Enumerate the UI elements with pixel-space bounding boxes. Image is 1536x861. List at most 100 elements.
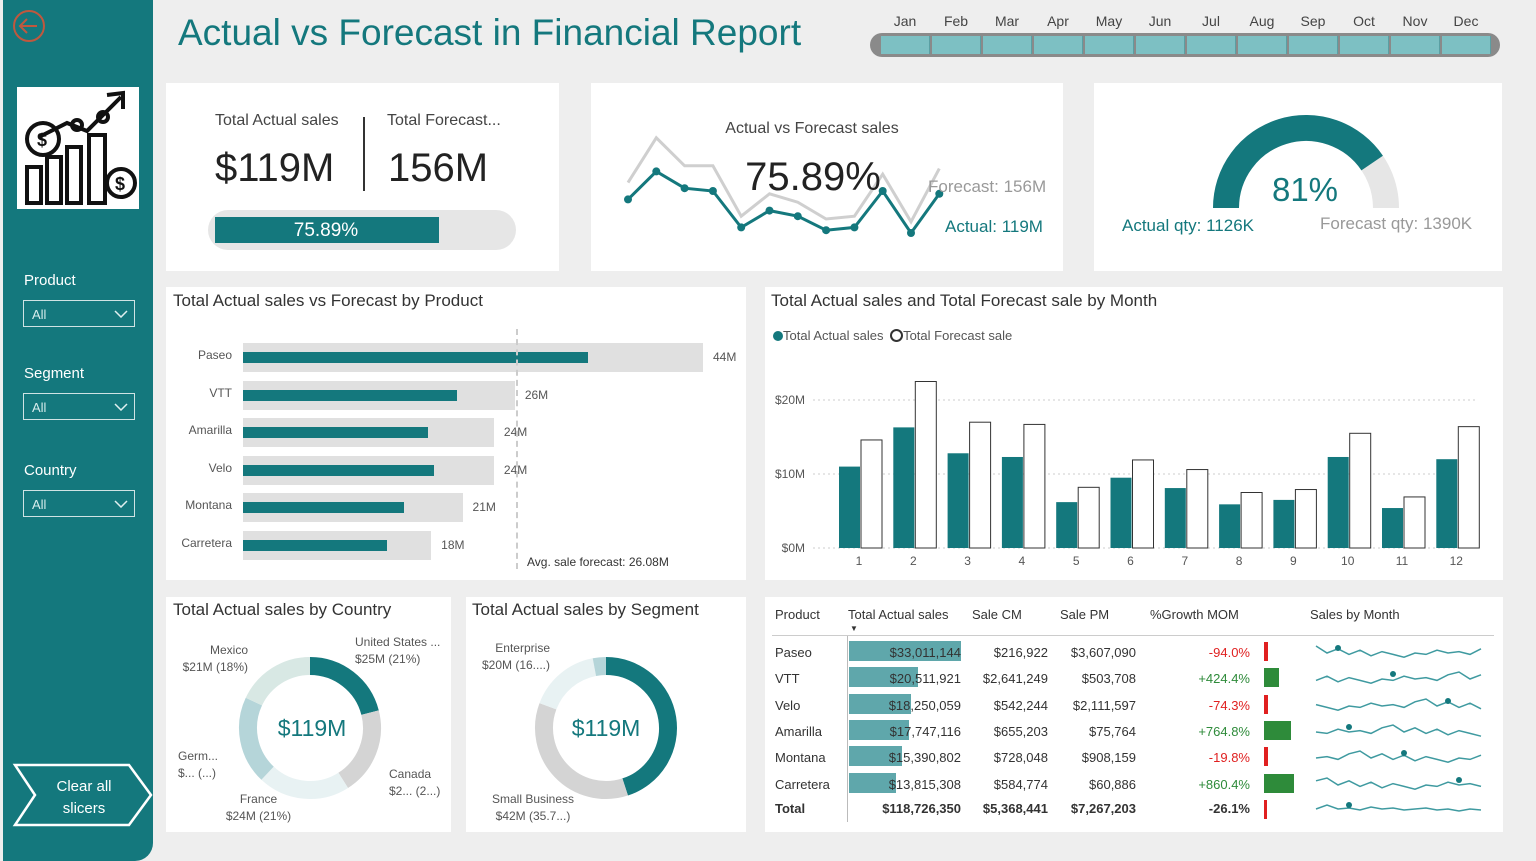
product-slicer[interactable]: All [23,300,135,327]
logo: $ $ [17,87,139,209]
legend-forecast-dot [890,329,904,342]
table-header-row: Product Total Actual sales ▼ Sale CM Sal… [772,602,1494,633]
month-cell-jun[interactable] [1136,36,1185,54]
month-cell-may[interactable] [1085,36,1134,54]
forecast-column-1 [860,439,883,549]
label-germany-value: $... (...) [178,766,217,780]
country-slice-0[interactable] [309,657,379,716]
actual-column-5 [1056,502,1078,548]
kpi-divider [363,117,365,191]
forecast-column-3 [969,421,992,549]
forecast-column-4 [1023,423,1046,549]
actual-bar-montana [243,502,404,513]
header-total-actual-sales[interactable]: Total Actual sales [848,607,949,622]
growth-bar [1264,773,1294,793]
sales-sparkline [1315,776,1482,790]
table-row[interactable]: VTT $20,511,921 $2,641,249 $503,708 +424.4% [772,666,1494,692]
actual-bar-paseo [243,352,588,363]
avg-forecast-line [516,329,518,569]
total-growth-bar [1264,800,1267,819]
month-cell-sep[interactable] [1289,36,1338,54]
actual-column-4 [1001,456,1023,548]
segment-slice-2[interactable] [539,658,597,710]
sales-sparkline [1315,671,1482,685]
month-cell-mar[interactable] [983,36,1032,54]
growth-bar [1264,668,1279,688]
back-arrow-icon[interactable] [11,8,47,44]
country-slice-4[interactable] [245,657,311,706]
month-cell-dec[interactable] [1442,36,1491,54]
cell-growth: +424.4% [1198,671,1250,687]
month-label-aug: Aug [1249,13,1275,29]
forecast-line-label: Forecast: 156M [928,177,1047,196]
cell-actual: $18,250,059 [888,697,961,713]
month-cell-aug[interactable] [1238,36,1287,54]
actual-column-6 [1110,477,1132,548]
cell-sale-cm: $2,641,249 [982,671,1048,687]
cell-sale-pm: $3,607,090 [1070,645,1136,660]
actual-column-1 [839,466,860,548]
forecast-column-6 [1132,459,1154,549]
table-row[interactable]: Amarilla $17,747,116 $655,203 $75,764 +764.8… [772,719,1494,745]
progress-inner [215,217,510,243]
actual-point [907,229,915,237]
cell-actual: $13,815,308 [888,776,961,792]
segment-slice-0[interactable] [605,657,677,796]
month-cell-jan[interactable] [881,36,930,54]
label-france-value: $24M (21%) [225,809,292,823]
month-cell-nov[interactable] [1391,36,1440,54]
forecast-column-9 [1294,489,1317,549]
month-cell-oct[interactable] [1340,36,1389,54]
finance-growth-icon: $ $ [25,90,137,205]
label-enterprise-name: Enterprise [495,641,550,655]
y-tick-label: $0M [782,541,805,555]
table-row[interactable]: Velo $18,250,059 $542,244 $2,111,597 -74.3% [772,693,1494,719]
sparkline-marker [1390,671,1396,678]
month-cell-jul[interactable] [1187,36,1236,54]
country-slice-3[interactable] [239,697,275,780]
clear-all-slicers-button[interactable]: Clear all slicers [11,762,155,828]
actual-sales-bar [849,667,919,688]
forecast-line [626,135,941,225]
table-row[interactable]: Carretera $13,815,308 $584,774 $60,886 +860.… [772,772,1494,798]
forecast-sales-label: Total Forecast... [387,112,501,129]
header-sales-by-month[interactable]: Sales by Month [1310,607,1400,622]
header-product[interactable]: Product [775,607,820,622]
header-growth-mom[interactable]: %Growth MOM [1150,607,1239,622]
y-tick-label: $20M [775,393,805,407]
forecast-value-vtt: 26M [524,387,549,402]
country-slice-1[interactable] [338,710,381,788]
actual-sales-bar [849,693,911,714]
label-france-name: France [239,792,278,806]
label-small-business-value: $42M (35.7...) [495,809,571,823]
segment-slicer[interactable]: All [23,393,135,420]
cell-sale-pm: $2,111,597 [1072,697,1136,713]
header-sale-pm[interactable]: Sale PM [1060,607,1110,622]
label-france: France $24M (21%) [211,791,306,825]
table-row[interactable]: Paseo $33,011,144 $216,922 $3,607,090 -94.0% [772,640,1494,666]
actual-point [765,206,774,215]
svg-text:$: $ [115,174,125,194]
header-sale-cm[interactable]: Sale CM [972,607,1022,622]
x-tick-label: 7 [1181,554,1188,568]
sparkline-marker [1445,697,1451,704]
label-mexico-name: Mexico [209,643,248,657]
cell-product: Paseo [775,645,812,660]
label-mexico: Mexico $21M (18%) [180,642,248,676]
country-slice-2[interactable] [261,766,349,799]
country-slicer[interactable]: All [23,490,135,517]
actual-qty-label: Actual qty: 1126K [1122,216,1254,235]
qty-gauge-card: 81% Actual qty: 1126K Forecast qty: 1390… [1094,83,1502,271]
segment-slice-3[interactable] [592,657,607,676]
product-label-amarilla: Amarilla [188,423,232,437]
segment-slice-1[interactable] [535,703,628,799]
cell-sale-pm: $60,886 [1089,776,1136,792]
actual-sales-value: $119M [215,146,335,190]
product-slicer-value: All [32,307,47,322]
actual-column-8 [1219,504,1241,548]
month-cell-apr[interactable] [1034,36,1083,54]
table-row[interactable]: Montana $15,390,802 $728,048 $908,159 -19.8% [772,745,1494,771]
forecast-column-11 [1403,496,1426,549]
month-cell-feb[interactable] [932,36,981,54]
actual-column-3 [947,453,969,548]
